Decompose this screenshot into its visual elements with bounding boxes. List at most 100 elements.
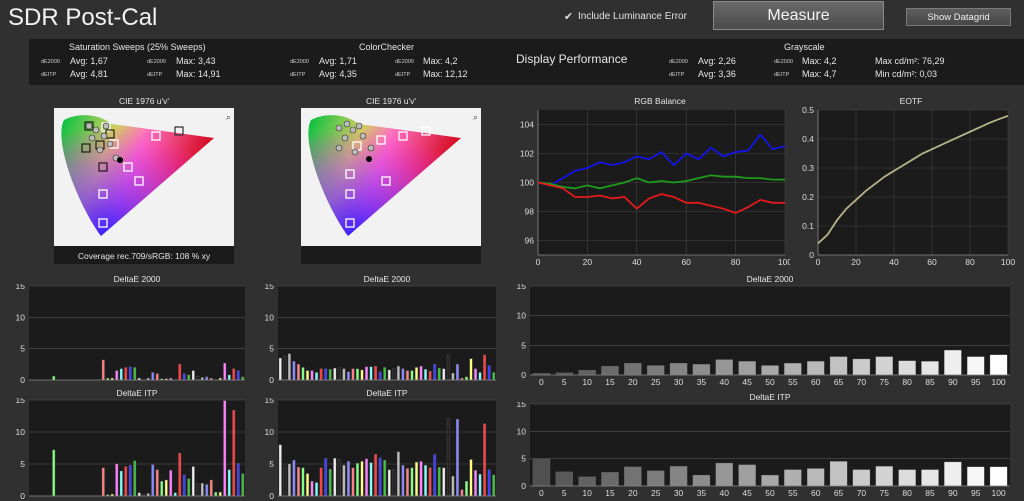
- sat-de2000-chart: 0 5 10 15: [16, 284, 245, 384]
- bar: [455, 364, 459, 381]
- gray-deitp-title: DeltaE ITP: [749, 392, 791, 402]
- bar: [437, 467, 441, 497]
- y-tick-label: 10: [16, 312, 26, 322]
- display-performance-label: Display Performance: [516, 52, 628, 66]
- bar: [944, 461, 962, 487]
- y-tick-label: 10: [16, 427, 26, 437]
- bar: [101, 359, 105, 381]
- bar: [806, 468, 825, 487]
- bar: [218, 492, 222, 497]
- bar: [428, 371, 432, 381]
- x-tick-label: 0: [816, 257, 821, 267]
- bar: [292, 460, 296, 497]
- plot-area: [278, 286, 496, 380]
- bar: [351, 467, 355, 497]
- x-tick-label: 15: [605, 488, 615, 498]
- eotf-title: EOTF: [899, 96, 923, 106]
- x-tick-label: 80: [902, 488, 912, 498]
- grayscale-itp-avg: Avg: 3,36: [698, 69, 736, 79]
- show-datagrid-button[interactable]: Show Datagrid: [906, 8, 1011, 26]
- bar: [301, 467, 305, 497]
- gray-de2000-title: DeltaE 2000: [746, 274, 794, 284]
- y-tick-label: 0.3: [802, 163, 814, 173]
- bar: [406, 370, 409, 381]
- svg-text:⌕: ⌕: [473, 112, 478, 122]
- cie-left-diagram[interactable]: ⌕: [54, 108, 234, 264]
- bar: [351, 368, 355, 381]
- bar: [852, 358, 871, 376]
- y-tick-label: 10: [265, 427, 275, 437]
- grayscale-min-luminance: Min cd/m²: 0,03: [875, 69, 938, 79]
- x-tick-label: 60: [811, 488, 821, 498]
- gray-de2000-chart: 0 5 10 15 0 5 10 15 20 25 30 35 40 45 50 55 60 65 70 75 80 85…: [517, 284, 1010, 387]
- saturation-de2000-tag: dE2000: [41, 59, 60, 65]
- bar: [227, 469, 231, 497]
- bar: [319, 467, 323, 497]
- x-tick-label: 95: [971, 488, 981, 498]
- y-tick-label: 104: [520, 120, 534, 130]
- bar: [151, 464, 155, 497]
- bar: [297, 364, 300, 381]
- colorchecker-de2000-tag: dE2000: [290, 59, 309, 65]
- bar: [306, 473, 309, 497]
- bar: [898, 360, 916, 376]
- cie-right-diagram[interactable]: ⌕: [301, 108, 481, 264]
- bar: [487, 469, 491, 497]
- saturation-itp-max: Max: 14,91: [176, 69, 221, 79]
- x-tick-label: 85: [925, 377, 935, 387]
- bar: [601, 472, 619, 487]
- x-tick-label: 35: [697, 377, 707, 387]
- bar: [875, 466, 894, 487]
- cie-left-title: CIE 1976 u'v': [118, 96, 170, 106]
- x-tick-label: 80: [731, 257, 741, 267]
- measure-button[interactable]: Measure: [713, 1, 884, 30]
- bar: [128, 366, 132, 381]
- bar: [738, 361, 756, 376]
- bar: [232, 368, 236, 381]
- bar: [392, 468, 396, 497]
- bar: [428, 467, 432, 497]
- bar: [283, 356, 287, 381]
- bar: [396, 451, 400, 497]
- bar: [451, 372, 455, 381]
- bar: [898, 469, 916, 487]
- bar: [401, 368, 405, 381]
- y-tick-label: 15: [517, 284, 527, 291]
- saturation-itp-avg: Avg: 4,81: [70, 69, 108, 79]
- cc-de2000-title: DeltaE 2000: [363, 274, 411, 284]
- bar: [278, 357, 282, 381]
- bar: [378, 371, 382, 381]
- x-tick-label: 75: [880, 488, 890, 498]
- bar: [173, 492, 177, 497]
- grayscale-de-max: Max: 4,2: [802, 56, 837, 66]
- y-tick-label: 10: [265, 312, 275, 322]
- x-tick-label: 55: [788, 488, 798, 498]
- cc-deitp-title: DeltaE ITP: [366, 388, 408, 398]
- page-title: SDR Post-Cal: [8, 4, 158, 31]
- gray-deitp-chart: 0 5 10 15 0 5 10 15 20 25 30 35 40 45 50 55 60 65 70 75 80 85…: [517, 402, 1010, 498]
- x-tick-label: 40: [632, 257, 642, 267]
- bar: [469, 459, 473, 497]
- bar: [119, 368, 123, 381]
- bar: [829, 461, 848, 487]
- coverage-label: Coverage rec.709/sRGB: 108 % xy: [77, 251, 211, 261]
- cc-deitp-chart: 0 5 10 15: [265, 398, 496, 500]
- bar: [360, 369, 364, 381]
- grayscale-max-luminance: Max cd/m²: 76,29: [875, 56, 945, 66]
- bar: [433, 364, 437, 381]
- bar: [297, 467, 300, 497]
- bar: [223, 400, 227, 497]
- x-tick-label: 5: [562, 377, 567, 387]
- x-tick-label: 70: [857, 488, 867, 498]
- colorchecker-de-avg: Avg: 1,71: [319, 56, 357, 66]
- x-tick-label: 60: [927, 257, 937, 267]
- bar: [292, 361, 296, 381]
- bar: [236, 463, 240, 497]
- y-tick-label: 0: [521, 481, 526, 491]
- bar: [155, 373, 159, 381]
- colorchecker-itp-max: Max: 12,12: [423, 69, 468, 79]
- bar: [369, 462, 373, 497]
- bar: [442, 368, 446, 381]
- include-luminance-checkbox[interactable]: ✔ Include Luminance Error: [563, 11, 687, 23]
- y-tick-label: 102: [520, 149, 534, 159]
